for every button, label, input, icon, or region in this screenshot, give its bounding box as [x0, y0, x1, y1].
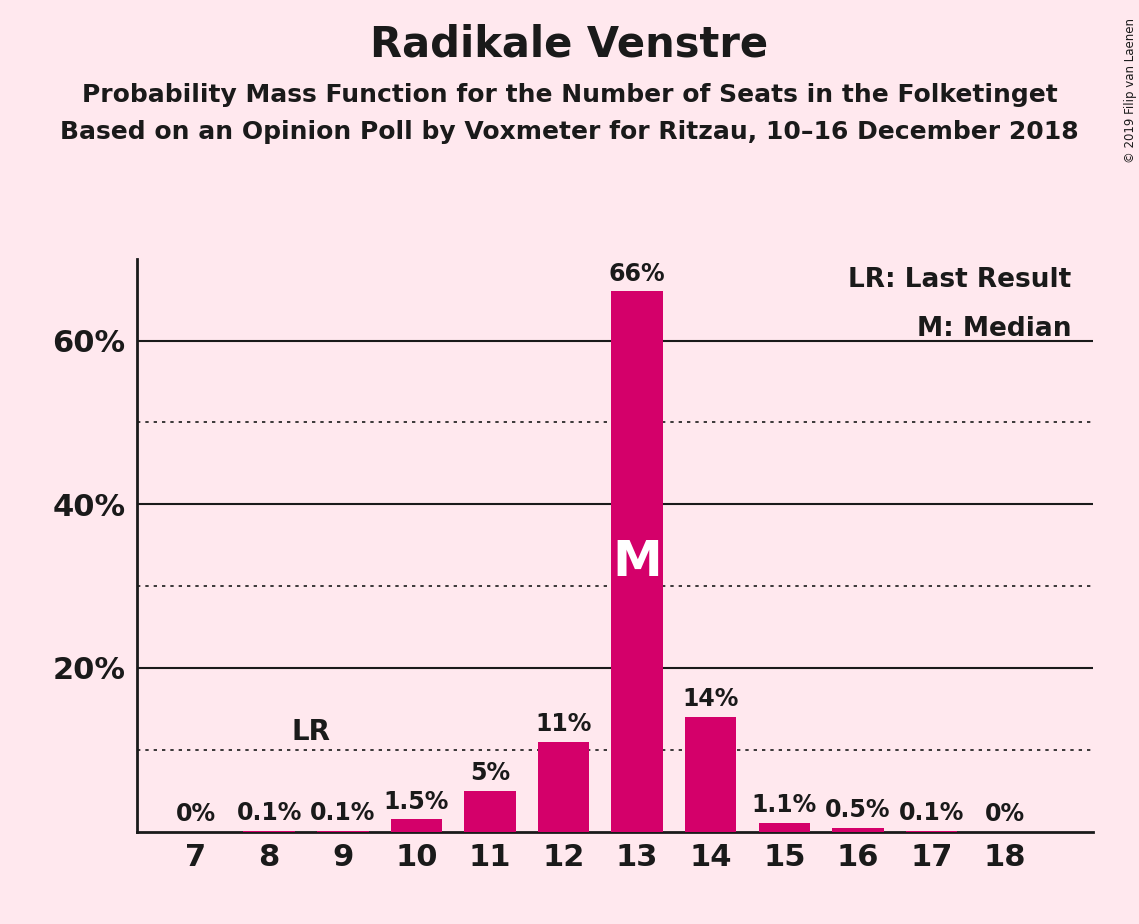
Text: Radikale Venstre: Radikale Venstre [370, 23, 769, 65]
Text: LR: Last Result: LR: Last Result [849, 267, 1072, 293]
Bar [833, 828, 884, 832]
Bar [685, 717, 737, 832]
Text: LR: LR [292, 718, 330, 746]
Text: 1.1%: 1.1% [752, 793, 817, 817]
Text: M: Median: M: Median [917, 316, 1072, 342]
Text: 1.5%: 1.5% [384, 790, 449, 814]
Text: 0.1%: 0.1% [310, 801, 376, 825]
Text: Based on an Opinion Poll by Voxmeter for Ritzau, 10–16 December 2018: Based on an Opinion Poll by Voxmeter for… [60, 120, 1079, 144]
Text: 0.1%: 0.1% [237, 801, 302, 825]
Bar [538, 742, 589, 832]
Text: 14%: 14% [682, 687, 739, 711]
Text: © 2019 Filip van Laenen: © 2019 Filip van Laenen [1124, 18, 1137, 164]
Text: 66%: 66% [609, 261, 665, 286]
Text: 0%: 0% [175, 802, 215, 826]
Text: M: M [613, 538, 662, 586]
Text: 0.1%: 0.1% [899, 801, 965, 825]
Text: Probability Mass Function for the Number of Seats in the Folketinget: Probability Mass Function for the Number… [82, 83, 1057, 107]
Text: 0.5%: 0.5% [825, 797, 891, 821]
Text: 0%: 0% [985, 802, 1025, 826]
Text: 5%: 5% [470, 761, 510, 785]
Bar [759, 822, 810, 832]
Bar [391, 820, 442, 832]
Bar [465, 791, 516, 832]
Bar [612, 291, 663, 832]
Text: 11%: 11% [535, 711, 592, 736]
